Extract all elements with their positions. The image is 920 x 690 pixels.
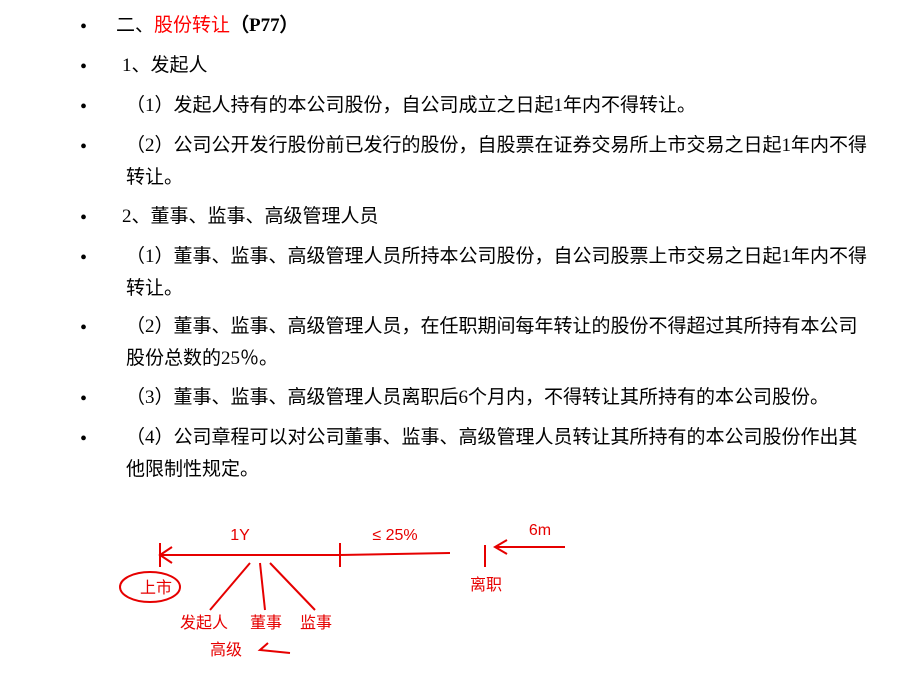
bullet: • — [80, 10, 116, 44]
label-lizhi: 离职 — [470, 576, 502, 594]
diagram-svg: 1Y ≤ 25% 6m 上市 离职 发起人 董事 监事 高级 — [90, 505, 650, 675]
label-6m: 6m — [529, 522, 551, 539]
bullet: • — [80, 50, 116, 84]
point-1-1-text: （1）发起人持有的本公司股份，自公司成立之日起1年内不得转让。 — [116, 90, 870, 124]
label-shangshi: 上市 — [140, 579, 172, 597]
diag-2 — [260, 563, 265, 610]
heading-2: • 2、董事、监事、高级管理人员 — [50, 201, 870, 235]
label-faqiren: 发起人 — [180, 614, 228, 632]
bullet: • — [80, 90, 116, 124]
label-25: ≤ 25% — [372, 527, 417, 544]
point-2-3-text: （3）董事、监事、高级管理人员离职后6个月内，不得转让其所持有的本公司股份。 — [116, 382, 870, 416]
label-gaoji: 高级 — [210, 641, 242, 659]
heading-1: • 1、发起人 — [50, 50, 870, 84]
title-row: • 二、股份转让（P77） — [50, 10, 870, 44]
bullet: • — [80, 311, 116, 376]
point-1-1: • （1）发起人持有的本公司股份，自公司成立之日起1年内不得转让。 — [50, 90, 870, 124]
point-1-2: • （2）公司公开发行股份前已发行的股份，自股票在证券交易所上市交易之日起1年内… — [50, 130, 870, 195]
handwritten-diagram: 1Y ≤ 25% 6m 上市 离职 发起人 董事 监事 高级 — [90, 505, 650, 675]
point-2-3: • （3）董事、监事、高级管理人员离职后6个月内，不得转让其所持有的本公司股份。 — [50, 382, 870, 416]
point-2-1-text: （1）董事、监事、高级管理人员所持本公司股份，自公司股票上市交易之日起1年内不得… — [116, 241, 870, 306]
arrow-gaoji — [260, 643, 290, 653]
title-prefix: 二、 — [116, 15, 154, 36]
diag-1 — [210, 563, 250, 610]
label-1y: 1Y — [230, 527, 250, 544]
bullet: • — [80, 241, 116, 306]
title-content: 二、股份转让（P77） — [116, 10, 870, 44]
label-dongshi: 董事 — [250, 614, 282, 632]
bullet: • — [80, 130, 116, 195]
point-2-4: • （4）公司章程可以对公司董事、监事、高级管理人员转让其所持有的本公司股份作出… — [50, 422, 870, 487]
title-page: （P77） — [230, 15, 299, 36]
title-main: 股份转让 — [154, 15, 230, 36]
diag-3 — [270, 563, 315, 610]
point-1-2-text: （2）公司公开发行股份前已发行的股份，自股票在证券交易所上市交易之日起1年内不得… — [116, 130, 870, 195]
label-jianshi: 监事 — [300, 614, 332, 632]
heading-1-text: 1、发起人 — [116, 50, 870, 84]
point-2-2: • （2）董事、监事、高级管理人员，在任职期间每年转让的股份不得超过其所持有本公… — [50, 311, 870, 376]
line-25 — [340, 553, 450, 555]
bullet: • — [80, 382, 116, 416]
point-2-2-text: （2）董事、监事、高级管理人员，在任职期间每年转让的股份不得超过其所持有本公司股… — [116, 311, 870, 376]
heading-2-text: 2、董事、监事、高级管理人员 — [116, 201, 870, 235]
bullet: • — [80, 201, 116, 235]
point-2-4-text: （4）公司章程可以对公司董事、监事、高级管理人员转让其所持有的本公司股份作出其他… — [116, 422, 870, 487]
point-2-1: • （1）董事、监事、高级管理人员所持本公司股份，自公司股票上市交易之日起1年内… — [50, 241, 870, 306]
bullet: • — [80, 422, 116, 487]
